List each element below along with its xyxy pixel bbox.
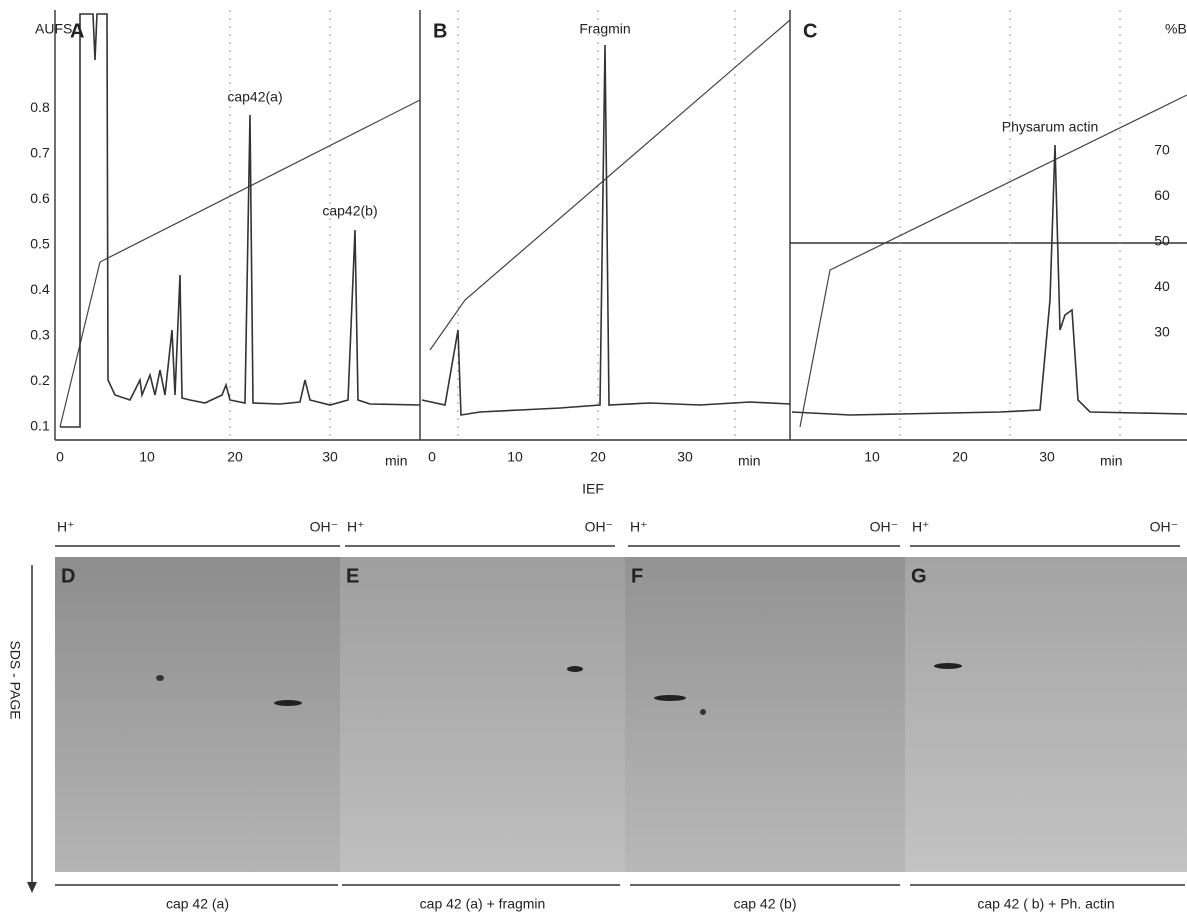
y-tick-label: 0.7 [30,145,50,161]
y2-tick-label: 60 [1154,187,1170,203]
y2-axis-label: %B [1165,21,1187,37]
ief-right: OH⁻ [870,519,898,535]
peak-label: cap42(b) [322,203,377,219]
ief-left: H⁺ [630,519,648,535]
panel-letter: A [70,20,84,42]
peak-label: Physarum actin [1002,119,1098,135]
x-tick-label: 30 [1039,449,1055,465]
y-axis-label: AUFS [35,21,72,37]
peak-label: Fragmin [579,21,630,37]
y-tick-label: 0.1 [30,418,50,434]
x-tick-label: 30 [677,449,693,465]
gel-letter: E [346,565,359,587]
gel-caption: cap 42 ( b) + Ph. actin [977,896,1114,912]
x-tick-label: 0 [428,449,436,465]
ief-label: IEF [582,481,604,497]
x-tick-label: 0 [56,449,64,465]
x-tick-label: 10 [139,449,155,465]
y-tick-label: 0.3 [30,327,50,343]
panel-letter: B [433,20,447,42]
panel-letter: C [803,20,817,42]
ief-right: OH⁻ [585,519,613,535]
gel-letter: F [631,565,643,587]
x-tick-label: 10 [864,449,880,465]
gel-caption: cap 42 (a) [166,896,229,912]
peak-label: cap42(a) [227,89,282,105]
y-tick-label: 0.8 [30,99,50,115]
x-tick-label: 20 [227,449,243,465]
ief-left: H⁺ [57,519,75,535]
ief-right: OH⁻ [310,519,338,535]
gel-letter: D [61,565,75,587]
x-unit: min [738,453,761,469]
gel-letter: G [911,565,927,587]
ief-left: H⁺ [347,519,365,535]
sds-label: SDS - PAGE [7,640,23,719]
ief-left: H⁺ [912,519,930,535]
y-tick-label: 0.2 [30,372,50,388]
x-tick-label: 30 [322,449,338,465]
y2-tick-label: 50 [1154,233,1170,249]
y2-tick-label: 70 [1154,142,1170,158]
y2-tick-label: 40 [1154,278,1170,294]
x-tick-label: 20 [952,449,968,465]
x-tick-label: 20 [590,449,606,465]
y-tick-label: 0.6 [30,190,50,206]
x-tick-label: 10 [507,449,523,465]
gel-caption: cap 42 (a) + fragmin [420,896,546,912]
x-unit: min [1100,453,1123,469]
chromatograms [27,10,1187,893]
y-tick-label: 0.5 [30,236,50,252]
x-unit: min [385,453,408,469]
y2-tick-label: 30 [1154,324,1170,340]
ief-right: OH⁻ [1150,519,1178,535]
gel-caption: cap 42 (b) [733,896,796,912]
y-tick-label: 0.4 [30,281,50,297]
